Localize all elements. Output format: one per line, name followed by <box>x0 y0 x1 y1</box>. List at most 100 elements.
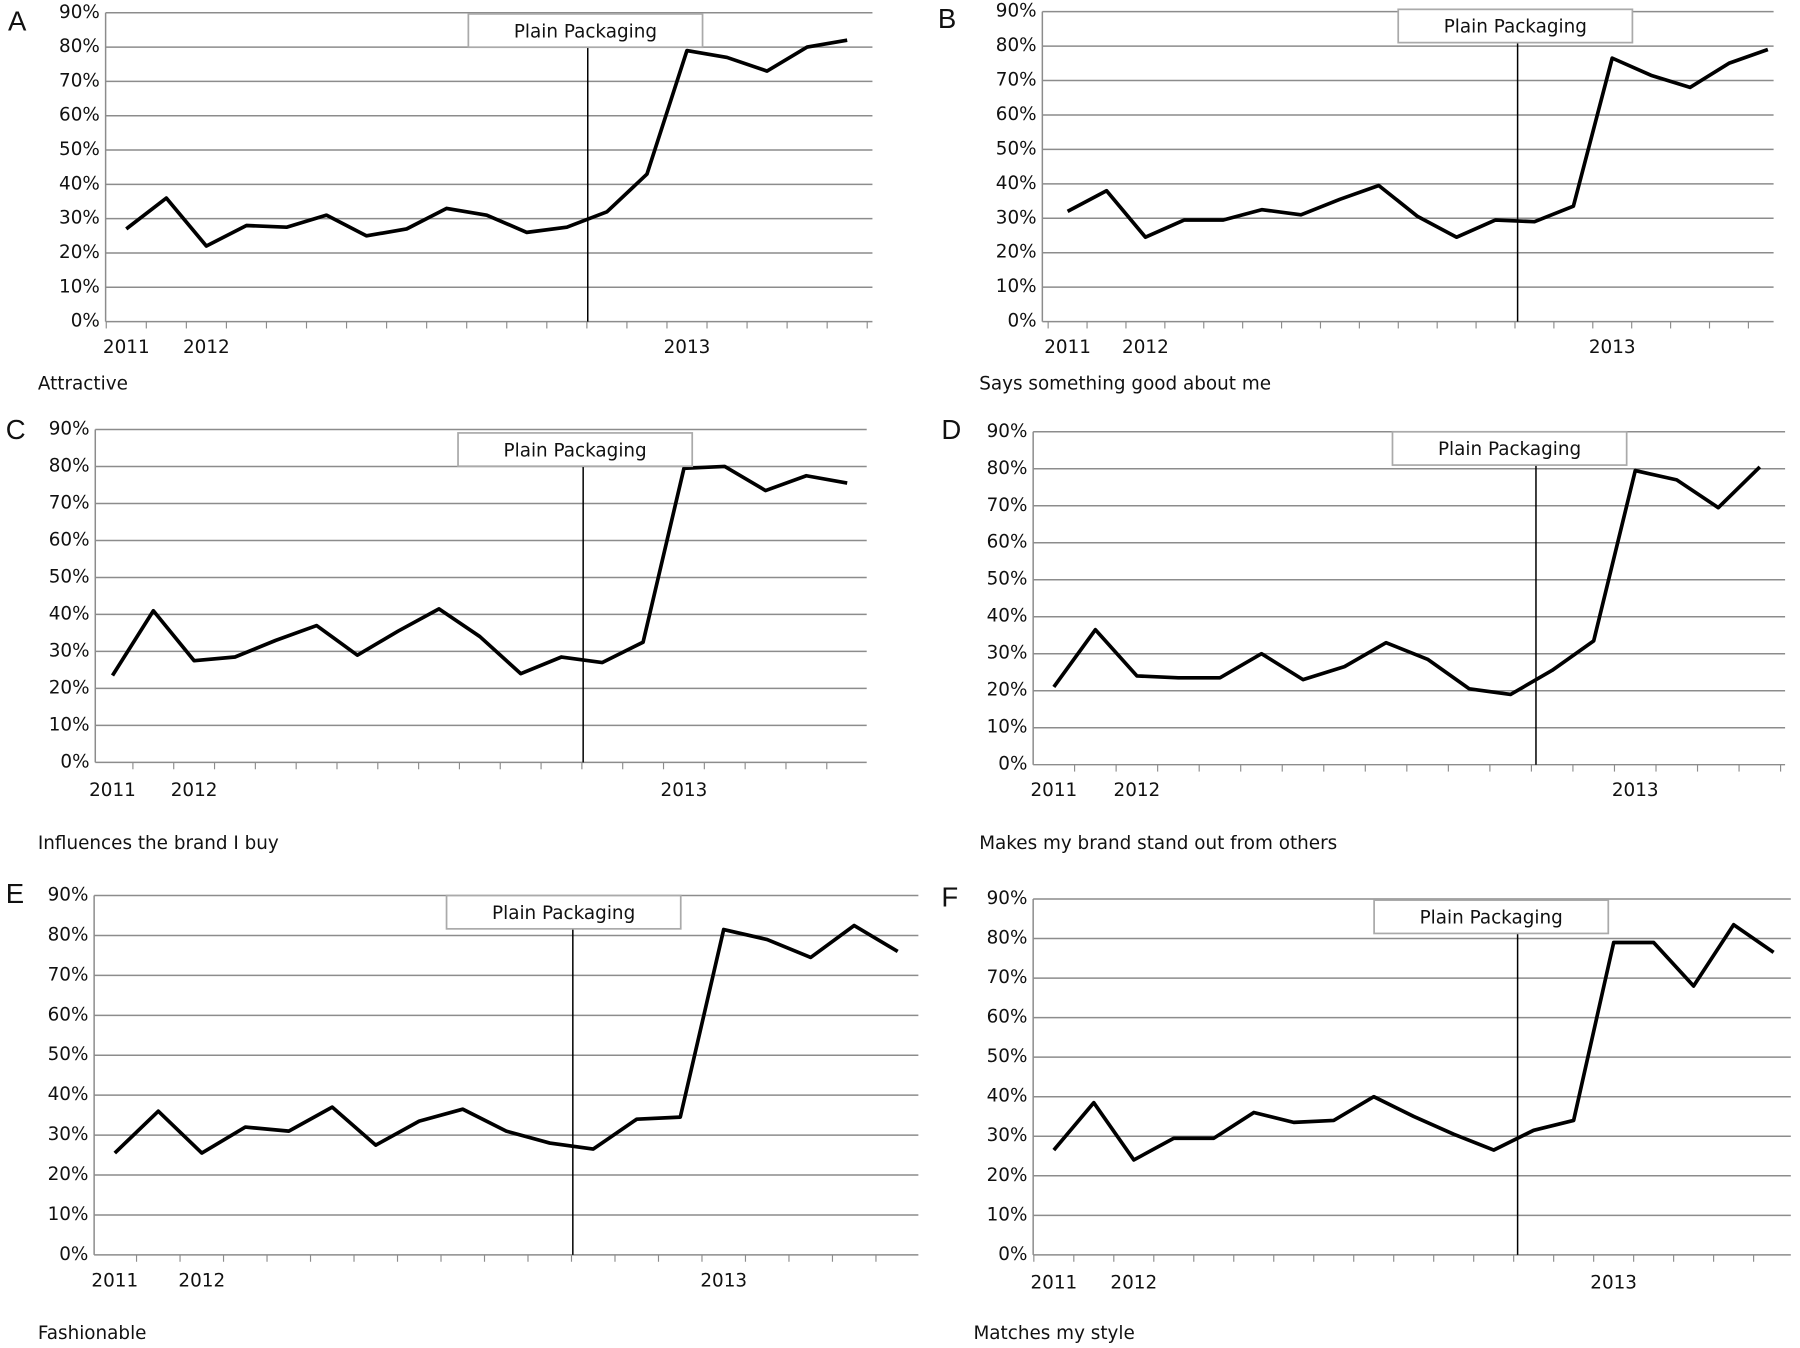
y-tick-label: 30% <box>49 640 90 661</box>
y-tick-label: 20% <box>996 242 1037 263</box>
panel-caption: Makes my brand stand out from others <box>979 833 1337 854</box>
y-tick-label: 20% <box>987 680 1028 701</box>
y-tick-label: 0% <box>71 311 100 332</box>
x-tick-label: 2013 <box>1589 337 1636 358</box>
data-line <box>125 38 848 248</box>
y-tick-label: 60% <box>987 1007 1028 1028</box>
panel-letter: A <box>8 5 27 36</box>
panel-caption: Fashionable <box>38 1323 147 1344</box>
panel-letter: B <box>938 3 956 34</box>
y-tick-label: 60% <box>996 104 1037 125</box>
panel-caption: Matches my style <box>973 1323 1134 1344</box>
panel-letter: E <box>6 878 24 909</box>
x-tick-label: 2012 <box>183 337 230 358</box>
data-line <box>1066 47 1769 240</box>
y-tick-label: 70% <box>59 70 100 91</box>
y-tick-label: 80% <box>987 458 1028 479</box>
y-tick-label: 90% <box>49 418 90 439</box>
annotation: Plain Packaging <box>1438 439 1581 460</box>
x-tick-label: 2011 <box>89 780 136 801</box>
y-tick-label: 0% <box>59 1244 88 1265</box>
annotation-box <box>445 894 682 930</box>
x-tick-label: 2012 <box>171 780 218 801</box>
y-tick-label: 40% <box>59 173 100 194</box>
panel-letter: D <box>941 414 961 445</box>
y-tick-label: 50% <box>987 569 1028 590</box>
y-tick-label: 40% <box>49 603 90 624</box>
panel-letter: C <box>6 414 26 445</box>
x-tick-label: 2012 <box>178 1270 225 1291</box>
data-line <box>110 464 848 677</box>
panel-caption: Attractive <box>38 374 128 395</box>
x-tick-label: 2013 <box>700 1270 747 1291</box>
y-tick-label: 20% <box>59 242 100 263</box>
x-tick-label: 2013 <box>664 337 711 358</box>
annotation-box <box>1373 899 1610 935</box>
y-tick-label: 50% <box>987 1046 1028 1067</box>
y-tick-label: 50% <box>996 138 1037 159</box>
panel-letter: F <box>941 881 958 912</box>
y-tick-label: 80% <box>987 928 1028 949</box>
data-line <box>113 923 899 1155</box>
y-tick-label: 20% <box>49 677 90 698</box>
y-tick-label: 90% <box>987 888 1028 909</box>
x-tick-label: 2011 <box>91 1270 138 1291</box>
y-tick-label: 0% <box>998 754 1027 775</box>
annotation: Plain Packaging <box>1420 908 1563 929</box>
data-line <box>1052 465 1762 697</box>
y-tick-label: 0% <box>1007 311 1036 332</box>
y-tick-label: 70% <box>987 967 1028 988</box>
y-tick-label: 70% <box>49 492 90 513</box>
y-tick-label: 0% <box>998 1244 1027 1265</box>
y-tick-label: 70% <box>48 964 89 985</box>
panel-caption: Influences the brand I buy <box>38 833 279 854</box>
y-tick-label: 40% <box>996 173 1037 194</box>
annotation: Plain Packaging <box>492 903 635 924</box>
y-tick-label: 30% <box>996 207 1037 228</box>
x-tick-label: 2011 <box>1030 780 1077 801</box>
x-tick-label: 2012 <box>1122 337 1169 358</box>
y-tick-label: 80% <box>996 35 1037 56</box>
annotation-box <box>457 432 694 468</box>
y-tick-label: 40% <box>987 606 1028 627</box>
y-tick-label: 60% <box>49 529 90 550</box>
annotation-box <box>1397 8 1634 44</box>
y-tick-label: 10% <box>987 717 1028 738</box>
y-tick-label: 50% <box>49 566 90 587</box>
y-tick-label: 10% <box>987 1204 1028 1225</box>
y-tick-label: 90% <box>59 2 100 23</box>
x-tick-label: 2012 <box>1110 1273 1157 1294</box>
x-tick-label: 2011 <box>1030 1273 1077 1294</box>
panel-caption: Says something good about me <box>979 374 1271 395</box>
annotation-box <box>1391 430 1628 466</box>
y-tick-label: 40% <box>987 1086 1028 1107</box>
y-tick-label: 10% <box>48 1204 89 1225</box>
y-tick-label: 10% <box>49 714 90 735</box>
y-tick-label: 60% <box>987 532 1028 553</box>
x-tick-label: 2011 <box>1044 337 1091 358</box>
annotation: Plain Packaging <box>504 440 647 461</box>
y-tick-label: 50% <box>48 1044 89 1065</box>
y-tick-label: 20% <box>987 1165 1028 1186</box>
annotation-box <box>467 13 704 49</box>
data-line <box>1052 922 1775 1162</box>
y-tick-label: 10% <box>59 276 100 297</box>
x-tick-label: 2013 <box>1612 780 1659 801</box>
y-tick-label: 30% <box>987 643 1028 664</box>
y-tick-label: 60% <box>59 105 100 126</box>
y-tick-label: 80% <box>48 924 89 945</box>
x-tick-label: 2013 <box>1590 1273 1637 1294</box>
y-tick-label: 40% <box>48 1084 89 1105</box>
y-tick-label: 20% <box>48 1164 89 1185</box>
y-tick-label: 50% <box>59 139 100 160</box>
y-tick-label: 30% <box>48 1124 89 1145</box>
y-tick-label: 30% <box>59 208 100 229</box>
annotation: Plain Packaging <box>1444 17 1587 38</box>
y-tick-label: 60% <box>48 1004 89 1025</box>
y-tick-label: 90% <box>48 885 89 906</box>
x-tick-label: 2011 <box>103 337 150 358</box>
y-tick-label: 80% <box>59 36 100 57</box>
y-tick-label: 30% <box>987 1125 1028 1146</box>
y-tick-label: 70% <box>987 495 1028 516</box>
